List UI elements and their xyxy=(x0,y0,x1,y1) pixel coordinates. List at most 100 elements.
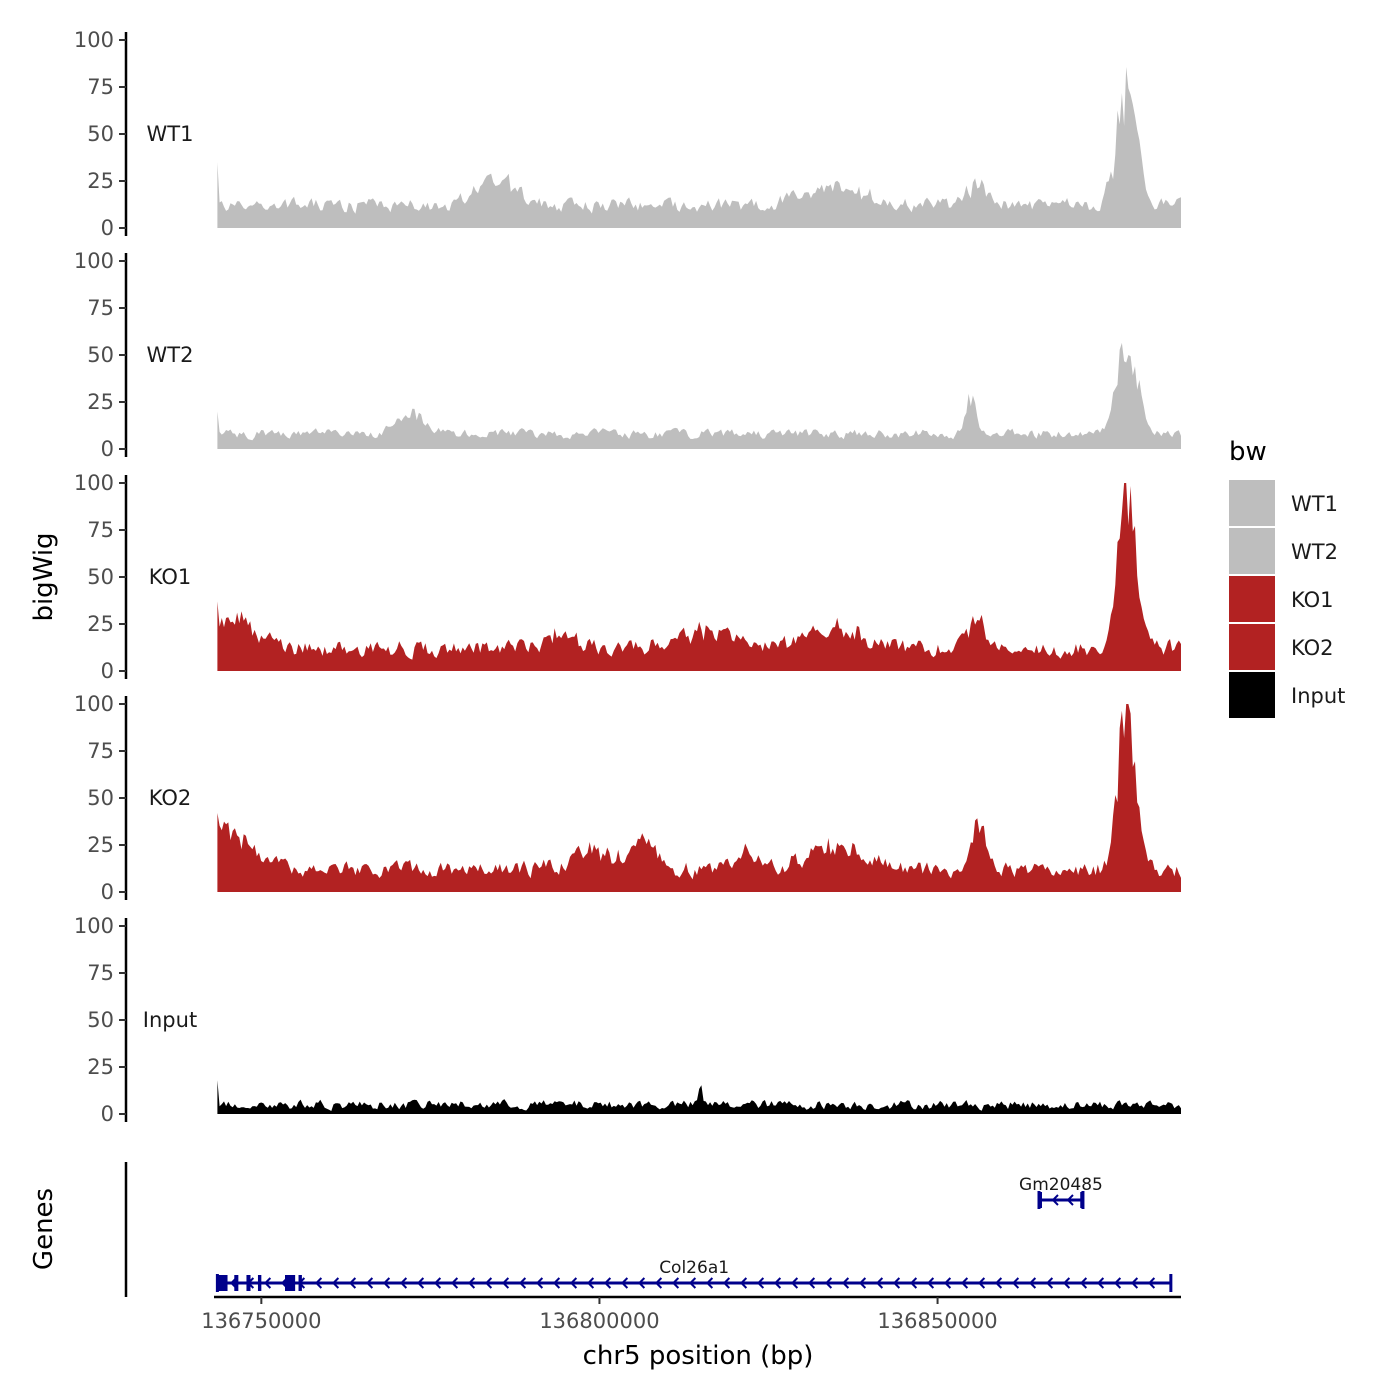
strand-chevron xyxy=(603,1277,612,1289)
strand-chevron xyxy=(1066,1194,1074,1206)
strand-chevron xyxy=(671,1277,680,1289)
track-label: WT1 xyxy=(147,122,194,146)
y-tick-label: 0 xyxy=(101,216,114,240)
legend-swatch-WT2 xyxy=(1229,528,1275,574)
strand-chevron xyxy=(943,1277,952,1289)
y-tick-label: 50 xyxy=(87,122,114,146)
x-axis: 136750000 136800000 136850000 xyxy=(201,1295,1181,1333)
y-tick-label: 25 xyxy=(87,833,114,857)
strand-chevron xyxy=(994,1277,1003,1289)
strand-chevron xyxy=(552,1277,561,1289)
strand-chevron xyxy=(1130,1277,1139,1289)
strand-chevron xyxy=(654,1277,663,1289)
legend-swatch-KO2 xyxy=(1229,624,1275,670)
y-tick-label: 75 xyxy=(87,518,114,542)
genes-panel: Col26a1 Gm20485 xyxy=(124,1162,1173,1297)
track-label: KO1 xyxy=(149,565,192,589)
strand-chevron xyxy=(416,1277,425,1289)
track-Input: 0 25 50 75 100 Input xyxy=(74,914,1181,1126)
strand-chevron xyxy=(280,1277,289,1289)
y-tick-label: 100 xyxy=(74,249,114,273)
strand-chevron xyxy=(790,1277,799,1289)
y-tick-label: 0 xyxy=(101,880,114,904)
strand-chevron xyxy=(518,1277,527,1289)
strand-chevron xyxy=(824,1277,833,1289)
signal-area-Input xyxy=(217,1080,1181,1114)
y-tick-label: 25 xyxy=(87,612,114,636)
strand-chevron xyxy=(1113,1277,1122,1289)
strand-chevron xyxy=(450,1277,459,1289)
strand-chevron xyxy=(756,1277,765,1289)
strand-chevron xyxy=(841,1277,850,1289)
signal-area-KO1 xyxy=(217,483,1181,671)
gene-exon xyxy=(1038,1192,1042,1208)
strand-chevron xyxy=(229,1277,238,1289)
y-tick-label: 75 xyxy=(87,739,114,763)
strand-chevron xyxy=(1028,1277,1037,1289)
gene-label: Gm20485 xyxy=(1019,1175,1103,1195)
strand-chevron xyxy=(297,1277,306,1289)
strand-chevron xyxy=(1045,1277,1054,1289)
strand-chevron xyxy=(586,1277,595,1289)
strand-chevron xyxy=(1011,1277,1020,1289)
strand-chevron xyxy=(1079,1277,1088,1289)
y-tick-label: 50 xyxy=(87,1008,114,1032)
gene-Col26a1: Col26a1 xyxy=(215,1258,1173,1292)
strand-chevron xyxy=(688,1277,697,1289)
strand-chevron xyxy=(365,1277,374,1289)
y-tick-label: 50 xyxy=(87,343,114,367)
strand-chevron xyxy=(467,1277,476,1289)
genes-axis-title: Genes xyxy=(29,1188,59,1270)
strand-chevron xyxy=(637,1277,646,1289)
y-tick-label: 75 xyxy=(87,961,114,985)
y-tick-label: 0 xyxy=(101,437,114,461)
y-tick-label: 75 xyxy=(87,75,114,99)
track-KO2: 0 25 50 75 100 KO2 xyxy=(74,692,1181,904)
y-tick-label: 25 xyxy=(87,390,114,414)
strand-chevron xyxy=(977,1277,986,1289)
gene-exon xyxy=(217,1275,228,1291)
strand-chevron xyxy=(314,1277,323,1289)
x-axis-title: chr5 position (bp) xyxy=(583,1341,814,1371)
y-tick-label: 0 xyxy=(101,1102,114,1126)
legend-swatch-Input xyxy=(1229,672,1275,718)
y-tick-label: 50 xyxy=(87,565,114,589)
strand-chevron xyxy=(875,1277,884,1289)
strand-chevron xyxy=(858,1277,867,1289)
legend-label: KO1 xyxy=(1291,588,1334,612)
y-axis-title: bigWig xyxy=(29,532,59,621)
track-WT1: 0 25 50 75 100 WT1 xyxy=(74,28,1181,240)
track-WT2: 0 25 50 75 100 WT2 xyxy=(74,249,1181,461)
strand-chevron xyxy=(569,1277,578,1289)
strand-chevron xyxy=(909,1277,918,1289)
strand-chevron xyxy=(807,1277,816,1289)
gene-Gm20485: Gm20485 xyxy=(1019,1175,1103,1209)
strand-chevron xyxy=(246,1277,255,1289)
gene-exon xyxy=(234,1275,239,1291)
strand-chevron xyxy=(705,1277,714,1289)
legend: bw WT1 WT2 KO1 KO2 Input xyxy=(1229,437,1345,718)
x-tick-label: 136750000 xyxy=(201,1309,321,1333)
strand-chevron xyxy=(501,1277,510,1289)
strand-chevron xyxy=(773,1277,782,1289)
y-tick-label: 100 xyxy=(74,692,114,716)
y-tick-label: 75 xyxy=(87,296,114,320)
signal-track-panels: 0255075100WT10255075100WT20255075100KO10… xyxy=(74,28,1181,1126)
y-tick-label: 0 xyxy=(101,659,114,683)
strand-chevron xyxy=(620,1277,629,1289)
track-KO1: 0 25 50 75 100 KO1 xyxy=(74,471,1181,683)
y-tick-label: 25 xyxy=(87,1055,114,1079)
strand-chevron xyxy=(1062,1277,1071,1289)
strand-chevron xyxy=(960,1277,969,1289)
strand-chevron xyxy=(484,1277,493,1289)
strand-chevron xyxy=(926,1277,935,1289)
strand-chevron xyxy=(1096,1277,1105,1289)
y-tick-label: 100 xyxy=(74,471,114,495)
strand-chevron xyxy=(892,1277,901,1289)
gene-exon xyxy=(257,1275,262,1291)
strand-chevron xyxy=(722,1277,731,1289)
strand-chevron xyxy=(399,1277,408,1289)
strand-chevron xyxy=(739,1277,748,1289)
track-label: WT2 xyxy=(147,343,194,367)
strand-chevron xyxy=(348,1277,357,1289)
